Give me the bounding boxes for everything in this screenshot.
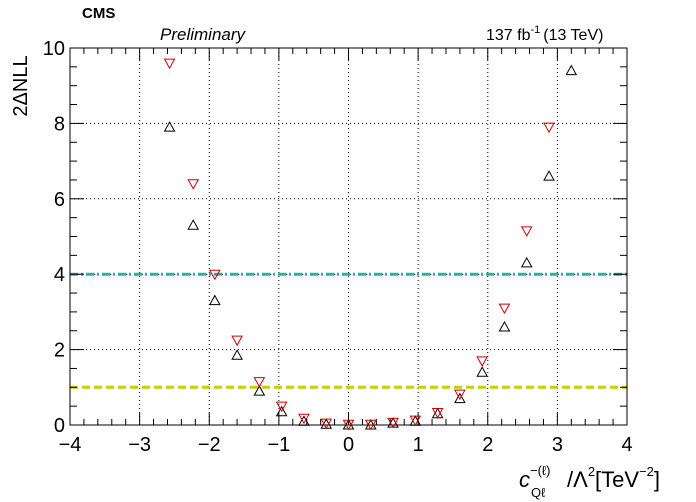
x-tick-label: 1 [413,434,424,456]
x-tick-label: 0 [343,434,354,456]
data-point-down [498,303,511,315]
data-point-down [253,377,266,388]
x-axis-label-rest: /Λ [567,467,588,492]
y-tick-label: 8 [54,113,65,135]
y-tick-label: 6 [54,189,65,211]
y-tick-label: 10 [43,38,65,60]
data-point-up [298,415,310,426]
y-tick-label: 2 [54,340,65,362]
x-axis-label-unit-open: [TeV [595,467,639,492]
y-tick-label: 4 [54,264,65,286]
x-axis-label-superscript: −(ℓ) [530,463,550,478]
data-point-up [253,385,266,396]
data-point-down [342,419,355,431]
x-tick-label: −2 [198,434,221,456]
reference-lines [70,272,627,389]
data-point-up [498,320,511,332]
x-tick-label: −1 [267,434,290,456]
data-point-down [364,419,377,431]
data-point-down [431,408,444,419]
data-point-up [565,64,578,76]
x-axis-label-base: c [519,467,530,492]
x-tick-label: 4 [621,434,632,456]
x-tick-labels: −4 −3 −2 −1 0 1 2 3 4 [59,434,633,456]
data-point-down [208,269,221,281]
x-axis-label-unit-close: ] [654,467,660,492]
energy-label: (13 TeV) [543,27,603,44]
data-point-down [454,389,466,401]
luminosity-value: 137 fb [486,27,531,44]
data-point-up [543,170,555,181]
x-tick-label: −4 [59,434,82,456]
x-axis-label: c−(ℓ) Qℓ/Λ2[TeV−2] [519,463,660,500]
data-point-up [275,405,288,417]
data-point-down [298,413,310,425]
data-point-up [520,256,533,268]
luminosity-label: 137 fb-1 (13 TeV) [486,24,603,44]
data-point-up [163,121,176,132]
data-point-down [275,401,288,413]
data-point-up [187,219,200,230]
experiment-label: CMS [82,5,115,22]
x-tick-label: 3 [552,434,563,456]
data-point-down [543,122,555,134]
data-point-down [387,417,399,429]
data-point-up [454,392,466,404]
luminosity-exponent: -1 [530,24,540,36]
y-tick-labels: 0 2 4 6 8 10 [43,38,65,437]
x-tick-label: 2 [482,434,493,456]
x-axis-label-unit-exponent: −2 [639,464,654,479]
data-point-down [476,356,489,367]
data-point-up [476,366,489,377]
data-markers [163,58,578,431]
data-point-up [208,294,221,306]
data-point-down [320,418,333,430]
y-tick-label: 0 [54,415,65,437]
x-tick-label: −3 [128,434,151,456]
data-point-down [163,58,176,70]
x-axis-label-subscript: Qℓ [531,485,546,500]
data-point-down [231,335,243,347]
status-label: Preliminary [160,25,247,44]
axis-ticks [69,47,628,426]
x-axis-label-rest-exponent: 2 [588,464,595,479]
y-axis-label: 2ΔNLL [10,55,32,116]
data-point-down [520,226,533,237]
data-point-down [187,179,200,190]
data-point-up [231,349,243,360]
data-point-down [409,415,422,427]
